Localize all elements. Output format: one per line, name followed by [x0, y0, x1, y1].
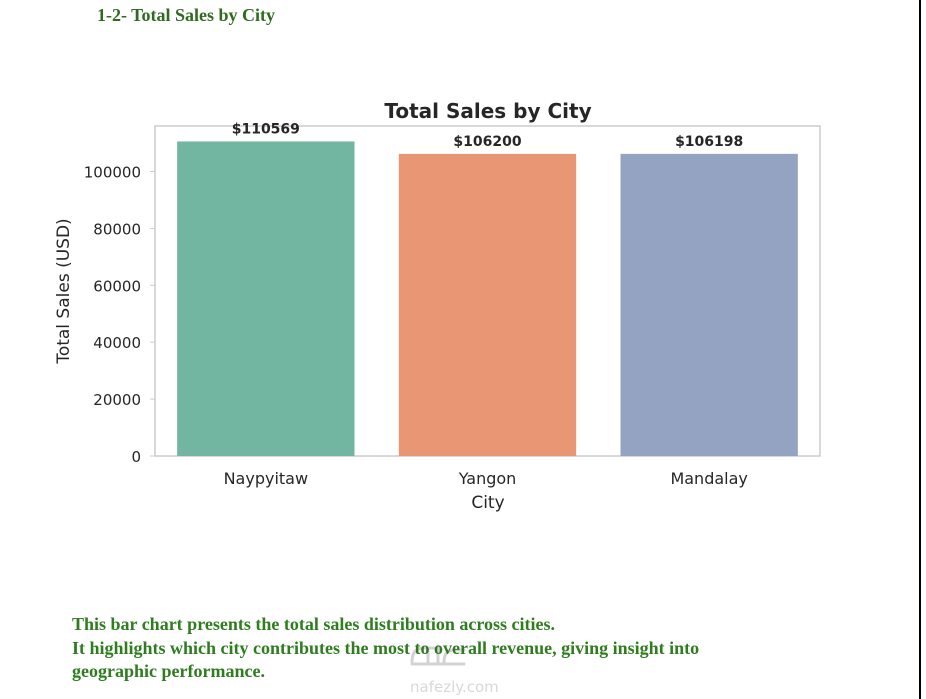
caption-line: This bar chart presents the total sales …: [72, 614, 556, 634]
x-axis-label: City: [471, 493, 504, 513]
y-axis: 0 20000 40000 60000 80000 100000: [84, 164, 155, 466]
bar-value-label: $106198: [675, 134, 743, 150]
x-axis: Naypyitaw Yangon Mandalay: [224, 469, 748, 488]
y-axis-label: Total Sales (USD): [54, 218, 74, 364]
bar-value-label: $106200: [453, 134, 521, 150]
x-tick-label: Yangon: [458, 469, 517, 488]
caption-line: It highlights which city contributes the…: [72, 637, 700, 658]
bars: $110569 $106200 $106198: [177, 121, 798, 456]
x-tick-label: Naypyitaw: [224, 469, 308, 488]
section-heading: 1-2- Total Sales by City: [97, 5, 276, 25]
bar: [177, 141, 355, 456]
y-tick-label: 80000: [93, 220, 141, 238]
bar-value-label: $110569: [232, 121, 300, 137]
bar-chart: Total Sales by City 0 20000 40000 60000 8000…: [54, 99, 821, 513]
chart-title: Total Sales by City: [384, 99, 591, 123]
y-tick-label: 40000: [93, 334, 141, 352]
y-tick-label: 0: [131, 448, 141, 466]
x-tick-label: Mandalay: [670, 469, 747, 488]
bar: [398, 153, 577, 456]
page-border: [919, 0, 921, 699]
y-tick-label: 60000: [93, 277, 141, 295]
bar: [620, 153, 798, 456]
chart-caption: This bar chart presents the total sales …: [72, 613, 892, 684]
y-tick-label: 20000: [93, 391, 141, 409]
y-tick-label: 100000: [84, 164, 141, 182]
caption-line: geographic performance.: [72, 661, 265, 681]
